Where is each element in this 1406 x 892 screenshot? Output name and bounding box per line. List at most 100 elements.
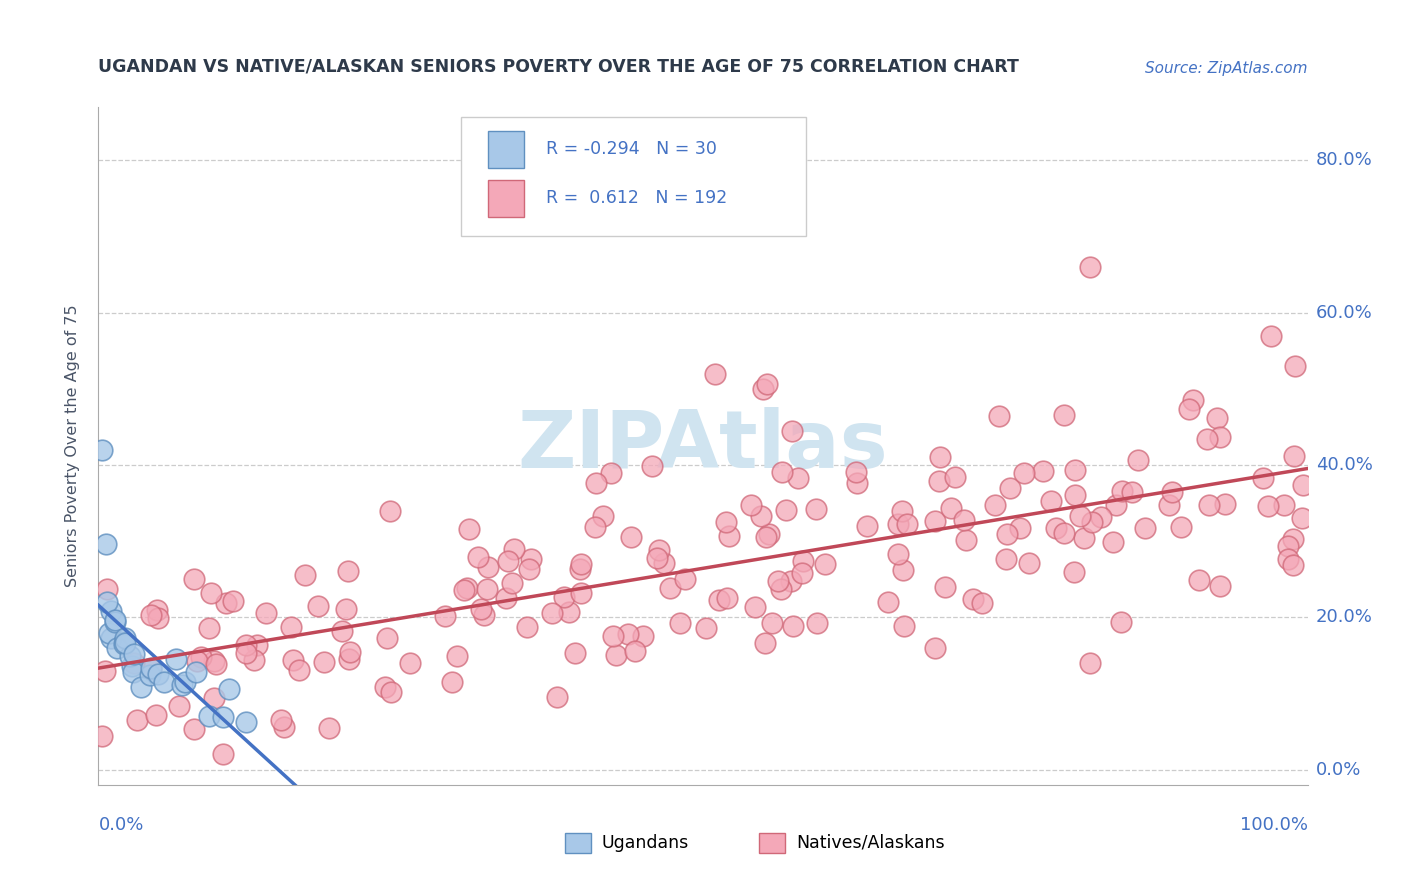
Point [212,710,235,724]
Point [592,509,614,524]
Point [477,560,499,574]
Point [939,500,962,515]
Point [1126,453,1149,467]
Point [1012,466,1035,480]
Point [1292,477,1315,491]
Point [716,591,738,606]
Point [104,615,127,629]
Point [740,498,762,512]
Point [754,636,776,650]
Point [659,581,682,595]
Point [998,481,1021,495]
Point [373,681,395,695]
Point [695,620,717,634]
Point [891,503,914,517]
Point [768,574,790,588]
Point [995,552,1018,566]
Text: 40.0%: 40.0% [1316,456,1372,474]
Text: 0.0%: 0.0% [98,816,143,834]
Text: UGANDAN VS NATIVE/ALASKAN SENIORS POVERTY OVER THE AGE OF 75 CORRELATION CHART: UGANDAN VS NATIVE/ALASKAN SENIORS POVERT… [98,58,1019,76]
Point [139,662,162,676]
Point [1135,521,1157,535]
Point [98,626,121,640]
Point [640,458,662,473]
Point [955,533,977,547]
Point [1018,557,1040,571]
Point [254,606,277,620]
Point [780,425,803,439]
Point [283,653,305,667]
Point [441,675,464,690]
Point [569,586,592,600]
Point [146,611,169,625]
Point [183,572,205,586]
Point [246,638,269,652]
Point [288,664,311,678]
Point [924,514,946,528]
Point [472,608,495,623]
Point [1209,430,1232,444]
Point [294,568,316,582]
Point [202,654,225,668]
Text: ZIPAtlas: ZIPAtlas [517,407,889,485]
Point [1284,449,1306,463]
Point [934,581,956,595]
Text: 60.0%: 60.0% [1316,303,1372,322]
Point [501,575,523,590]
Point [1257,499,1279,513]
Point [235,638,257,652]
Point [112,635,135,649]
Point [122,656,145,670]
Point [1157,499,1180,513]
Text: 20.0%: 20.0% [1316,608,1372,626]
Point [1277,552,1299,566]
Point [1053,408,1076,422]
FancyBboxPatch shape [461,117,806,235]
Point [517,562,540,576]
Point [186,654,208,668]
Point [94,665,117,679]
Point [496,554,519,568]
Point [1040,494,1063,508]
Point [718,528,741,542]
Point [585,475,607,490]
Point [235,646,257,660]
Point [114,631,136,645]
Point [375,631,398,645]
Point [1161,484,1184,499]
Point [1078,656,1101,670]
Point [877,595,900,609]
Point [602,629,624,643]
Point [1277,539,1299,553]
Point [90,442,112,457]
Point [202,690,225,705]
Point [633,629,655,643]
Point [502,541,524,556]
Point [273,720,295,734]
Point [669,616,692,631]
Point [215,596,238,610]
Point [792,566,814,580]
Point [433,609,456,624]
Point [988,409,1011,423]
Point [141,661,163,675]
Point [314,655,336,669]
Point [1282,533,1305,547]
Point [617,627,640,641]
Point [775,503,797,517]
Point [806,616,828,631]
Point [100,604,122,618]
Point [645,550,668,565]
Point [962,592,984,607]
Point [90,729,112,743]
Point [222,594,245,608]
Point [167,699,190,714]
Point [761,616,783,631]
Point [707,593,730,607]
Point [1195,432,1218,446]
Point [190,649,212,664]
Point [749,509,772,524]
Point [470,601,492,615]
Point [467,550,489,565]
Point [1260,328,1282,343]
